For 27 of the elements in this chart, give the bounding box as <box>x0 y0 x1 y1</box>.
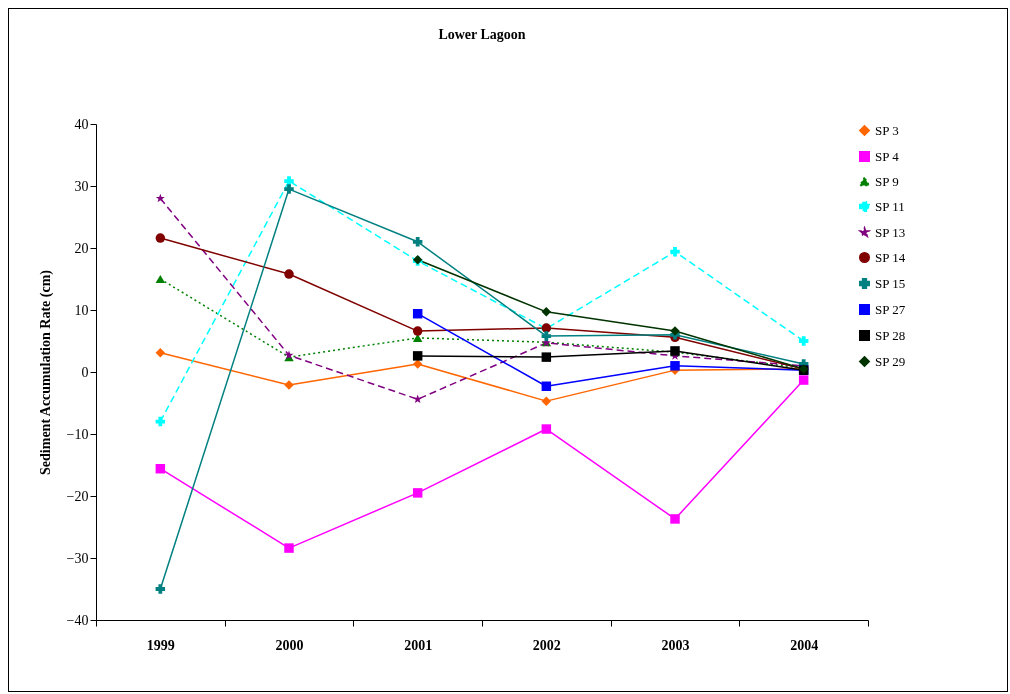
y-tick-label: 0 <box>81 364 89 380</box>
chart-title: Lower Lagoon <box>438 27 526 42</box>
legend-label: SP 3 <box>875 122 899 138</box>
y-tick-label: −30 <box>66 550 89 566</box>
legend-label: SP 13 <box>875 224 906 240</box>
legend-label: SP 15 <box>875 275 906 291</box>
x-tick-label: 1999 <box>146 637 175 653</box>
x-tick-label: 2001 <box>404 637 433 653</box>
legend-label: SP 11 <box>875 198 905 214</box>
legend-label: SP 28 <box>875 327 906 343</box>
legend-label: SP 9 <box>875 173 899 189</box>
x-tick-label: 2000 <box>275 637 304 653</box>
x-tick-label: 2004 <box>790 637 819 653</box>
legend-label: SP 14 <box>875 249 906 265</box>
y-tick-label: 30 <box>74 178 89 194</box>
x-tick-label: 2003 <box>661 637 690 653</box>
legend-label: SP 29 <box>875 353 906 369</box>
y-tick-label: −20 <box>66 488 89 504</box>
y-axis-title: Sediment Accumulation Rate (cm) <box>37 269 54 475</box>
y-tick-label: 20 <box>74 240 89 256</box>
y-tick-label: −10 <box>66 426 89 442</box>
y-tick-label: 10 <box>74 302 89 318</box>
x-tick-label: 2002 <box>532 637 561 653</box>
y-tick-label: 40 <box>74 116 89 132</box>
legend-label: SP 4 <box>875 148 900 164</box>
y-tick-label: −40 <box>66 612 89 628</box>
legend-label: SP 27 <box>875 301 906 317</box>
